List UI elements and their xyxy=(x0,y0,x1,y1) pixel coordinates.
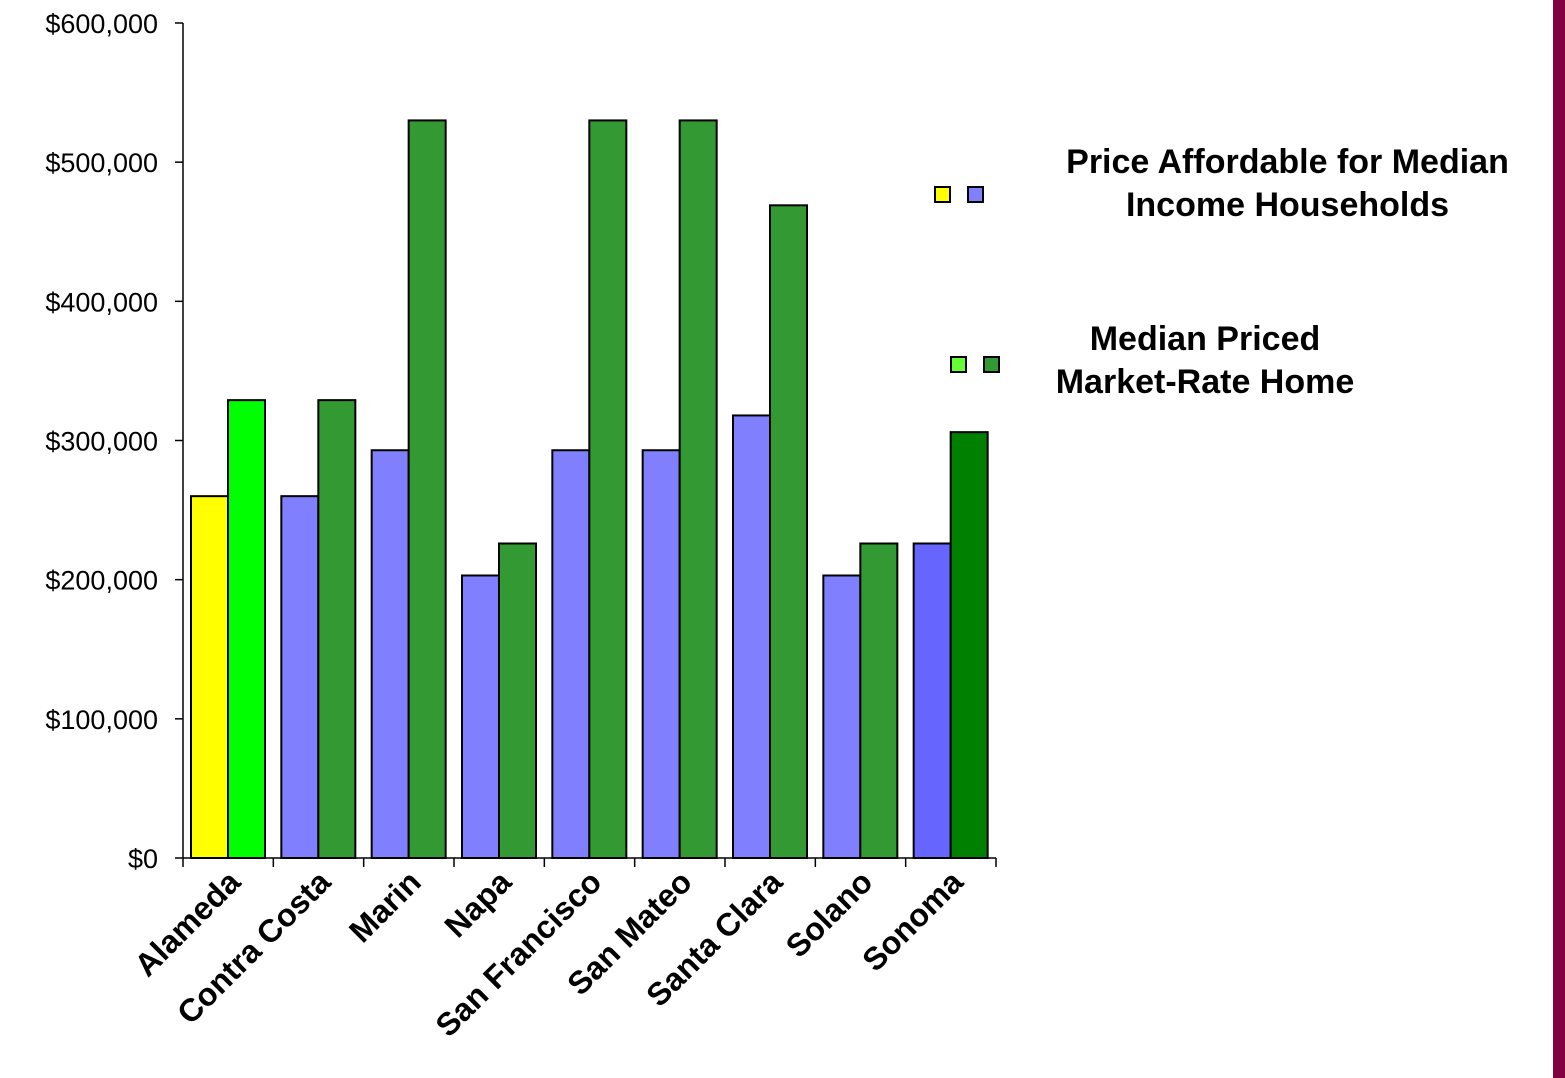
y-tick-label: $0 xyxy=(128,844,158,874)
bar-market-santa-clara xyxy=(769,204,808,859)
legend-label-affordable-line2: Income Households xyxy=(1125,186,1450,224)
bar-market-contra-costa xyxy=(317,399,357,859)
bar-market-sonoma xyxy=(949,431,989,859)
bar-affordable-santa-clara xyxy=(732,414,771,859)
bar-market-san-francisco xyxy=(588,119,628,859)
y-tick-label: $400,000 xyxy=(45,287,158,317)
slide-edge-strip xyxy=(1553,0,1565,1078)
bar-market-alameda xyxy=(227,399,266,859)
y-tick-label: $100,000 xyxy=(45,705,158,735)
x-axis xyxy=(182,857,997,867)
y-tick-label: $500,000 xyxy=(45,148,158,178)
legend-swatch-affordable-yellow xyxy=(934,186,951,203)
bar-market-marin xyxy=(407,119,447,859)
bar-market-napa xyxy=(498,542,537,859)
legend-swatch-market-green xyxy=(983,356,1000,373)
bars-group xyxy=(190,119,989,859)
bar-market-solano xyxy=(859,542,899,859)
legend-swatch-affordable-blue xyxy=(967,186,984,203)
x-tick-label: Contra Costa xyxy=(170,863,338,1031)
bar-affordable-contra-costa xyxy=(280,495,320,859)
legend-swatch-market-lightgreen xyxy=(950,356,967,373)
y-tick-label: $300,000 xyxy=(45,427,158,457)
bar-affordable-sonoma xyxy=(912,542,952,859)
y-tick-label: $600,000 xyxy=(45,9,158,39)
legend-label-market: Median Priced Market-Rate Home xyxy=(1005,318,1405,404)
bar-affordable-san-mateo xyxy=(641,449,681,859)
bar-affordable-napa xyxy=(461,574,500,859)
bar-affordable-alameda xyxy=(190,495,229,859)
y-tick-label: $200,000 xyxy=(45,566,158,596)
bar-affordable-marin xyxy=(370,449,410,859)
x-tick-label: San Francisco xyxy=(428,863,608,1043)
y-axis: $0 $100,000 $200,000 $300,000 $400,000 $500,0… xyxy=(45,9,184,874)
legend-label-market-line1: Median Priced xyxy=(1089,320,1321,358)
bar-affordable-san-francisco xyxy=(551,449,591,859)
legend-label-market-line2: Market-Rate Home xyxy=(1055,363,1355,401)
x-tick-label: Sonoma xyxy=(855,863,970,978)
legend-label-affordable-line1: Price Affordable for Median xyxy=(1066,143,1509,181)
bar-affordable-solano xyxy=(822,574,862,859)
x-tick-label: Napa xyxy=(437,863,518,944)
legend-label-affordable: Price Affordable for Median Income House… xyxy=(1020,141,1555,227)
bar-market-san-mateo xyxy=(678,119,718,859)
x-tick-label: Marin xyxy=(342,863,428,949)
